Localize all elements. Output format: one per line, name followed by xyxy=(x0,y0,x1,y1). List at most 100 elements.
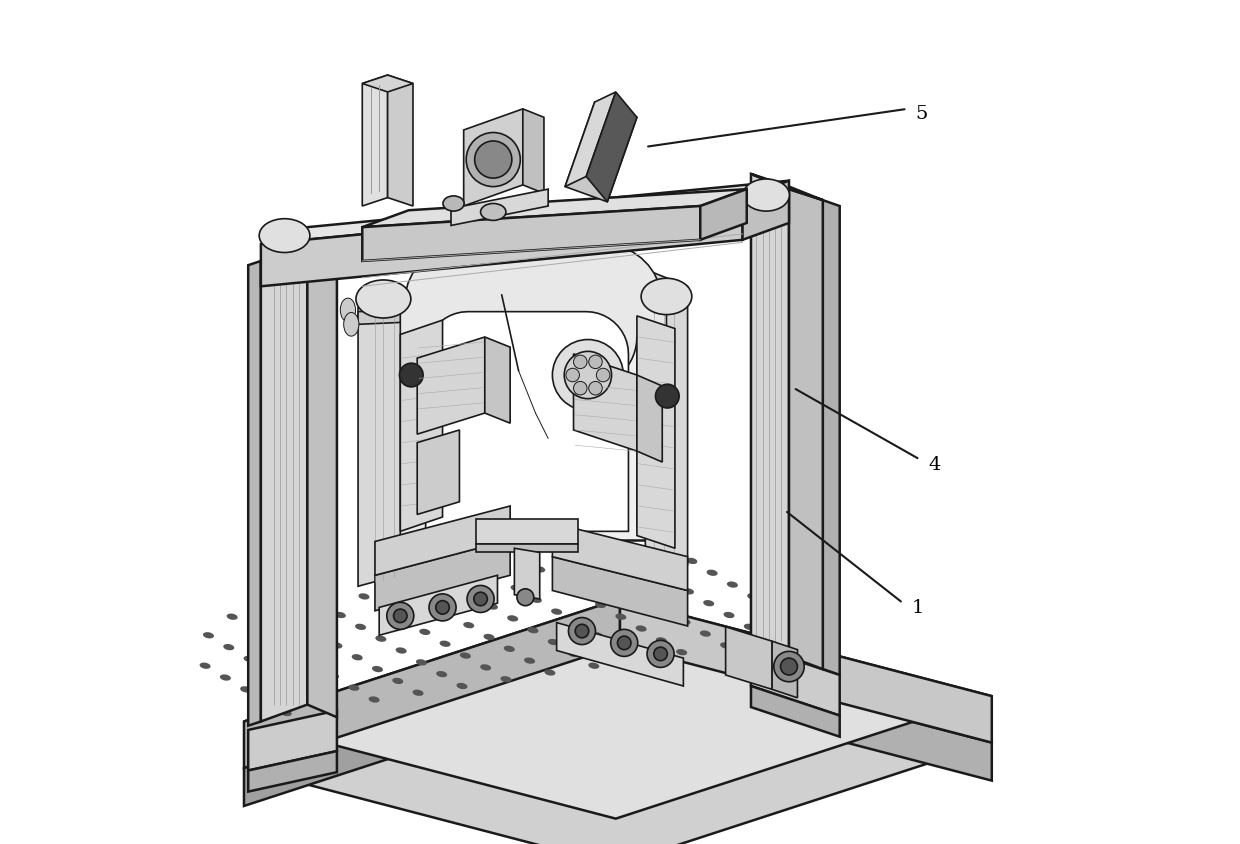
Ellipse shape xyxy=(378,605,389,612)
Polygon shape xyxy=(620,646,992,781)
Ellipse shape xyxy=(764,636,775,642)
Ellipse shape xyxy=(748,593,758,600)
Polygon shape xyxy=(308,245,337,717)
Circle shape xyxy=(575,625,589,638)
Ellipse shape xyxy=(247,625,258,632)
Ellipse shape xyxy=(259,219,310,253)
Polygon shape xyxy=(425,312,629,532)
Circle shape xyxy=(774,652,805,682)
Circle shape xyxy=(387,603,414,630)
Ellipse shape xyxy=(443,610,454,617)
Ellipse shape xyxy=(315,600,326,607)
Ellipse shape xyxy=(243,656,254,663)
Polygon shape xyxy=(374,540,510,611)
Ellipse shape xyxy=(808,629,820,636)
Polygon shape xyxy=(751,175,823,201)
Ellipse shape xyxy=(768,605,779,612)
Polygon shape xyxy=(552,523,688,591)
Circle shape xyxy=(564,352,611,399)
Circle shape xyxy=(589,355,603,369)
Ellipse shape xyxy=(284,679,295,686)
Polygon shape xyxy=(476,519,578,544)
Circle shape xyxy=(552,340,624,411)
Ellipse shape xyxy=(267,637,278,644)
Polygon shape xyxy=(751,175,789,657)
Ellipse shape xyxy=(264,668,275,674)
Polygon shape xyxy=(637,316,675,549)
Polygon shape xyxy=(260,245,308,722)
Ellipse shape xyxy=(352,654,363,661)
Ellipse shape xyxy=(203,632,215,639)
Ellipse shape xyxy=(443,197,464,212)
Ellipse shape xyxy=(200,663,211,669)
Polygon shape xyxy=(362,76,388,207)
Ellipse shape xyxy=(787,617,799,624)
Ellipse shape xyxy=(699,630,711,637)
Polygon shape xyxy=(388,76,413,207)
Ellipse shape xyxy=(308,661,319,668)
Polygon shape xyxy=(248,751,337,792)
Ellipse shape xyxy=(534,566,546,573)
Ellipse shape xyxy=(575,590,585,597)
Ellipse shape xyxy=(241,686,252,693)
Circle shape xyxy=(429,594,456,621)
Ellipse shape xyxy=(591,632,603,639)
Ellipse shape xyxy=(280,710,291,717)
Circle shape xyxy=(399,364,423,387)
Polygon shape xyxy=(565,103,637,203)
Ellipse shape xyxy=(288,649,299,656)
Ellipse shape xyxy=(419,629,430,636)
Ellipse shape xyxy=(632,656,644,663)
Ellipse shape xyxy=(180,651,191,657)
Ellipse shape xyxy=(639,595,650,602)
Polygon shape xyxy=(587,93,637,203)
Polygon shape xyxy=(451,190,548,226)
Circle shape xyxy=(611,630,637,657)
Polygon shape xyxy=(789,190,823,669)
Ellipse shape xyxy=(511,585,522,592)
Ellipse shape xyxy=(223,644,234,651)
Text: 4: 4 xyxy=(929,455,941,473)
Polygon shape xyxy=(260,181,789,245)
Ellipse shape xyxy=(415,659,427,666)
Ellipse shape xyxy=(680,619,691,625)
Circle shape xyxy=(565,369,579,382)
Polygon shape xyxy=(244,646,992,844)
Ellipse shape xyxy=(662,576,673,583)
Polygon shape xyxy=(362,190,746,228)
Ellipse shape xyxy=(572,620,583,627)
Ellipse shape xyxy=(413,690,424,696)
Ellipse shape xyxy=(392,678,403,684)
Ellipse shape xyxy=(436,671,448,678)
Ellipse shape xyxy=(676,649,687,656)
Circle shape xyxy=(466,133,521,187)
Ellipse shape xyxy=(642,565,653,571)
Polygon shape xyxy=(701,190,746,241)
Circle shape xyxy=(475,142,512,179)
Polygon shape xyxy=(637,376,662,463)
Circle shape xyxy=(656,385,680,408)
Circle shape xyxy=(435,601,449,614)
Polygon shape xyxy=(362,76,413,93)
Ellipse shape xyxy=(527,627,538,634)
Polygon shape xyxy=(823,201,839,675)
Ellipse shape xyxy=(656,637,667,644)
Polygon shape xyxy=(358,287,688,308)
Ellipse shape xyxy=(182,620,193,627)
Polygon shape xyxy=(751,646,839,716)
Ellipse shape xyxy=(439,641,450,647)
Polygon shape xyxy=(645,270,688,565)
Circle shape xyxy=(517,589,533,606)
Ellipse shape xyxy=(636,625,646,632)
Circle shape xyxy=(589,382,603,396)
Ellipse shape xyxy=(376,636,387,642)
Circle shape xyxy=(393,609,407,623)
Ellipse shape xyxy=(578,560,589,566)
Polygon shape xyxy=(557,623,683,686)
Circle shape xyxy=(574,355,587,369)
Polygon shape xyxy=(751,686,839,737)
Ellipse shape xyxy=(619,583,630,590)
Polygon shape xyxy=(401,245,666,536)
Ellipse shape xyxy=(531,597,542,603)
Ellipse shape xyxy=(744,624,755,630)
